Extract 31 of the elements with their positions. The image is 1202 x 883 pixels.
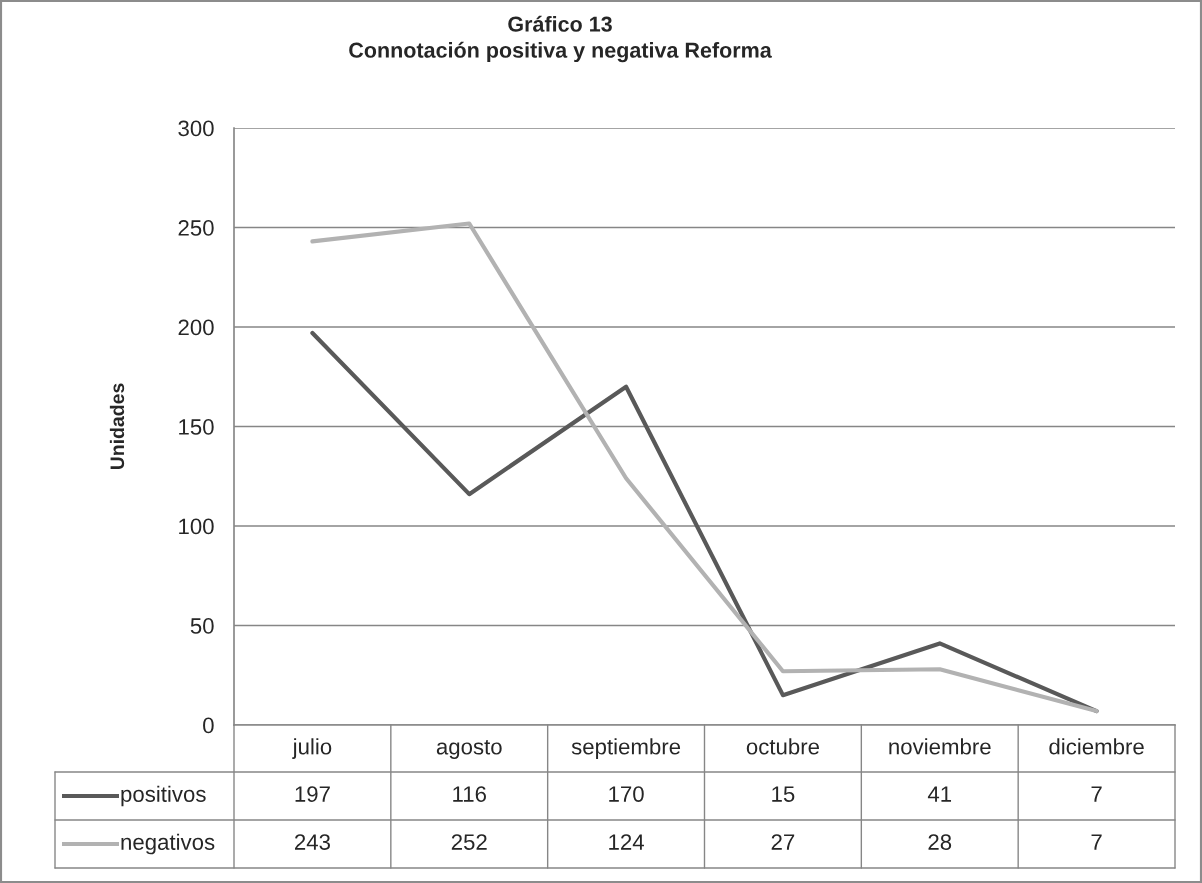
chart-subtitle: Connotación positiva y negativa Reforma — [349, 41, 772, 63]
line-series — [310, 221, 1099, 714]
data-label: 41 — [927, 786, 952, 802]
x-tick-label: noviembre — [889, 738, 991, 755]
legend-label: positivos — [121, 785, 206, 807]
y-tick-label: 100 — [179, 518, 214, 535]
y-tick-label: 0 — [203, 717, 214, 734]
x-tick-label: septiembre — [571, 738, 681, 759]
data-label: 27 — [771, 834, 795, 850]
y-tick-label: 50 — [190, 618, 214, 634]
data-label: 116 — [453, 786, 486, 802]
data-label: 7 — [1091, 834, 1102, 850]
x-tick-label: diciembre — [1049, 738, 1144, 755]
y-tick-label: 150 — [179, 419, 214, 435]
data-label: 170 — [609, 786, 644, 802]
chart-title: Gráfico 13 — [508, 15, 612, 32]
data-label: 243 — [295, 834, 330, 850]
y-tick-label: 250 — [178, 220, 214, 236]
data-label: 7 — [1091, 786, 1102, 802]
data-label: 28 — [928, 834, 952, 850]
data-label: 15 — [772, 786, 795, 802]
x-tick-label: agosto — [436, 739, 502, 759]
data-label: 252 — [451, 834, 487, 850]
data-label: 197 — [295, 786, 330, 802]
y-tick-label: 300 — [178, 120, 214, 137]
x-tick-label: julio — [292, 738, 332, 759]
data-label: 124 — [609, 834, 644, 850]
y-tick-label: 200 — [178, 319, 214, 336]
y-axis-title: Unidades — [109, 383, 125, 470]
x-tick-label: octubre — [746, 738, 819, 755]
legend-label: negativos — [121, 833, 215, 855]
